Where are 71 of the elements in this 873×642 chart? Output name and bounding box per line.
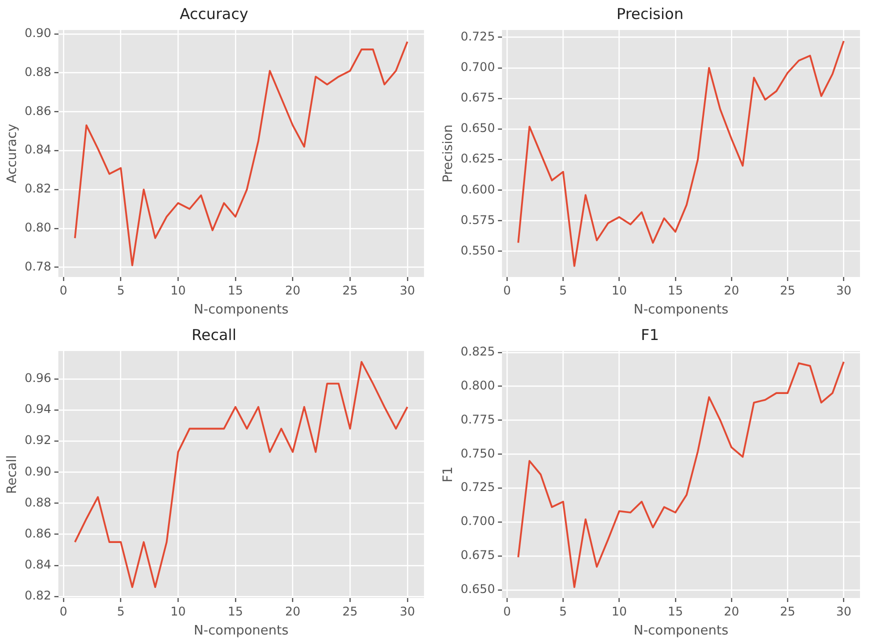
chart-title: Precision — [616, 4, 684, 23]
y-tick-label: 0.96 — [24, 371, 52, 386]
y-tick-label: 0.82 — [24, 588, 52, 603]
chart-title: Recall — [192, 326, 236, 344]
y-tick-label: 0.86 — [24, 526, 52, 540]
chart-title: F1 — [640, 326, 660, 344]
x-tick-label: 15 — [668, 604, 684, 618]
x-tick-label: 10 — [612, 283, 627, 298]
x-tick-label: 10 — [612, 604, 627, 618]
x-tick-label: 30 — [400, 604, 416, 618]
y-tick-label: 0.700 — [460, 514, 495, 528]
y-tick-label: 0.78 — [24, 259, 52, 274]
x-tick-label: 5 — [116, 283, 125, 298]
y-tick-label: 0.90 — [24, 26, 52, 40]
x-tick-label: 25 — [780, 283, 796, 298]
x-tick-label: 0 — [503, 283, 511, 298]
x-tick-label: 25 — [342, 604, 358, 618]
y-tick-label: 0.82 — [24, 182, 52, 196]
x-tick-label: 30 — [836, 604, 852, 618]
y-tick-label: 0.700 — [460, 60, 495, 74]
y-tick-label: 0.650 — [460, 121, 495, 136]
y-tick-label: 0.84 — [24, 558, 52, 572]
y-tick-label: 0.675 — [460, 90, 495, 105]
y-tick-label: 0.675 — [460, 548, 495, 562]
x-tick-label: 5 — [559, 283, 567, 298]
x-tick-label: 0 — [60, 283, 68, 298]
y-tick-label: 0.88 — [24, 495, 52, 510]
x-tick-label: 15 — [668, 283, 684, 298]
x-tick-label: 10 — [170, 604, 186, 618]
x-tick-label: 20 — [724, 283, 740, 298]
y-tick-label: 0.725 — [460, 480, 495, 494]
x-axis-title: N-components — [194, 302, 289, 318]
y-tick-label: 0.92 — [24, 433, 52, 448]
x-tick-label: 5 — [116, 604, 125, 618]
y-axis-title: Precision — [441, 124, 456, 183]
x-tick-label: 25 — [342, 283, 358, 298]
x-axis-title: N-components — [634, 624, 729, 639]
y-tick-label: 0.650 — [460, 582, 495, 596]
y-tick-label: 0.84 — [24, 142, 52, 157]
x-tick-label: 30 — [400, 283, 416, 298]
y-tick-label: 0.86 — [24, 104, 52, 118]
y-tick-label: 0.725 — [460, 29, 495, 44]
y-tick-label: 0.90 — [24, 464, 52, 478]
x-axis-title: N-components — [194, 624, 289, 639]
y-tick-label: 0.94 — [24, 402, 52, 416]
y-tick-label: 0.750 — [460, 446, 495, 460]
x-tick-label: 15 — [228, 604, 244, 618]
x-tick-label: 20 — [724, 604, 740, 618]
y-tick-label: 0.88 — [24, 64, 52, 79]
y-tick-label: 0.775 — [460, 412, 495, 426]
x-tick-label: 10 — [170, 283, 186, 298]
x-tick-label: 0 — [60, 604, 68, 618]
x-tick-label: 0 — [503, 604, 511, 618]
x-tick-label: 15 — [228, 283, 244, 298]
y-tick-label: 0.825 — [460, 344, 495, 358]
y-tick-label: 0.600 — [460, 182, 495, 196]
x-tick-label: 25 — [780, 604, 796, 618]
y-axis-title: Recall — [5, 455, 20, 494]
x-axis-title: N-components — [634, 302, 729, 318]
x-tick-label: 20 — [285, 604, 300, 618]
y-tick-label: 0.625 — [460, 152, 495, 166]
y-tick-label: 0.800 — [460, 378, 495, 392]
x-tick-label: 30 — [836, 283, 852, 298]
y-tick-label: 0.575 — [460, 212, 495, 227]
x-tick-label: 5 — [559, 604, 567, 618]
x-tick-label: 20 — [285, 283, 300, 298]
y-axis-title: F1 — [441, 466, 456, 482]
chart-title: Accuracy — [180, 4, 248, 23]
y-tick-label: 0.550 — [460, 243, 495, 258]
y-tick-label: 0.80 — [24, 220, 52, 235]
y-axis-title: Accuracy — [5, 124, 20, 184]
